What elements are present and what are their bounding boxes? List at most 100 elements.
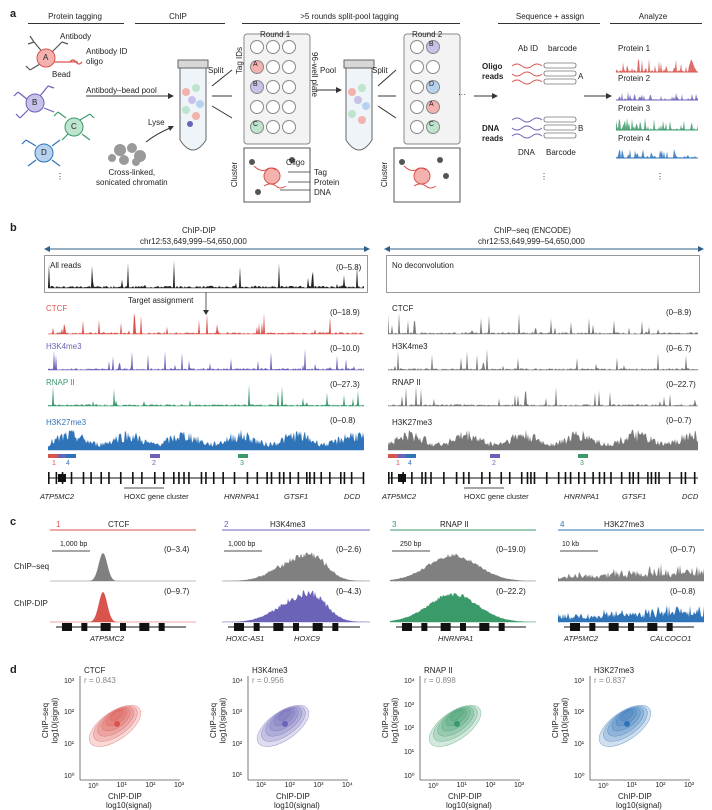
lyse-label: Lyse	[148, 118, 165, 127]
antibody-id-oligo-label: Antibody ID oligo	[86, 47, 128, 66]
d-ylabel2-2: log10(signal)	[390, 697, 400, 744]
gene-atp5mc2-left: ATP5MC2	[40, 492, 75, 501]
ellipsis-rounds: ···	[458, 90, 466, 99]
region-3-left: 3	[240, 460, 244, 467]
well-r2-d: D	[429, 81, 435, 88]
round1-label: Round 1	[260, 30, 291, 39]
right-ctcf-label: CTCF	[392, 304, 414, 313]
d-ylabel2-1: log10(signal)	[218, 697, 228, 744]
c2-num: 2	[224, 520, 229, 529]
well-r1-c: C	[253, 121, 259, 128]
all-reads-range: (0–5.8)	[336, 263, 362, 272]
d-xtick-0-0: 10⁰	[88, 783, 99, 790]
d-xtick-2-0: 10⁰	[428, 783, 439, 790]
gene-dcd-left: DCD	[344, 492, 361, 501]
left-rnapii-range: (0–27.3)	[330, 380, 360, 389]
protein-4-label: Protein 4	[618, 134, 651, 143]
split-label-1: Split	[208, 66, 224, 75]
d-ylabel1-1: ChIP–seq	[209, 702, 219, 739]
d-plot-title-1: H3K4me3	[252, 666, 288, 675]
left-title: ChIP-DIP	[182, 226, 216, 235]
d-xlabel1-0: ChIP-DIP	[108, 792, 142, 801]
gene-hoxc-right: HOXC gene cluster	[464, 492, 529, 501]
left-coords: chr12:53,649,999–54,650,000	[140, 237, 247, 246]
region-1-left: 1	[52, 460, 56, 467]
dots-sequence: ⋮	[540, 172, 548, 181]
well-r2-c: C	[429, 121, 435, 128]
d-xtick-1-1: 10²	[284, 782, 295, 789]
left-h3k27me3-label: H3K27me3	[46, 418, 87, 427]
d-plot-r-2: r = 0.898	[424, 676, 456, 685]
all-reads-label: All reads	[50, 261, 82, 270]
zoomed-tracks	[50, 529, 704, 631]
c4-title: H3K27me3	[604, 520, 645, 529]
d-ytick-0-3: 10³	[64, 678, 75, 685]
d-ytick-0-1: 10¹	[64, 740, 75, 748]
d-plot-title-2: RNAP II	[424, 666, 453, 675]
d-ytick-2-2: 10²	[404, 725, 415, 732]
dots-analyze: ⋮	[656, 172, 664, 181]
right-h3k4me3-range: (0–6.7)	[666, 344, 692, 353]
protein-3-label: Protein 3	[618, 104, 651, 113]
region-3-right: 3	[580, 460, 584, 467]
c2-title: H3K4me3	[270, 520, 306, 529]
c2-gene-1: HOXC9	[294, 634, 320, 643]
c2-seq-range: (0–2.6)	[336, 545, 362, 554]
bead-d-letter: D	[41, 148, 47, 157]
d-xtick-3-1: 10¹	[626, 782, 637, 789]
panel-b-letter: b	[10, 222, 17, 234]
d-ylabel1-3: ChIP–seq	[551, 702, 561, 739]
well-r1-b: B	[253, 81, 258, 88]
d-xtick-1-0: 10¹	[256, 782, 267, 789]
d-xtick-1-2: 10³	[313, 782, 324, 789]
dna-label-cluster: DNA	[314, 188, 331, 197]
d-xtick-3-2: 10²	[655, 782, 666, 789]
pool-label: Pool	[320, 66, 337, 75]
c2-gene-0: HOXC-AS1	[226, 634, 265, 643]
gene-hnrnpa1-right: HNRNPA1	[564, 492, 600, 501]
left-ctcf-label: CTCF	[46, 304, 68, 313]
dna-col-label: DNA	[518, 148, 535, 157]
c4-dip-range: (0–0.8)	[670, 587, 696, 596]
panel-c-letter: c	[10, 516, 17, 528]
region-1-right: 1	[396, 460, 400, 467]
c1-title: CTCF	[108, 520, 130, 529]
d-plot-title-3: H3K27me3	[594, 666, 635, 675]
read-a-label: A	[578, 72, 584, 81]
step-sequence: Sequence + assign	[515, 12, 585, 21]
d-plot-r-3: r = 0.837	[594, 676, 626, 685]
round2-label: Round 2	[412, 30, 443, 39]
right-rnapii-range: (0–22.7)	[666, 380, 696, 389]
panel-a-letter: a	[10, 8, 17, 20]
coord-arrows	[44, 246, 704, 252]
region-2-left: 2	[152, 460, 156, 467]
d-ytick-3-0: 10⁰	[574, 773, 585, 780]
c3-seq-range: (0–19.0)	[496, 545, 526, 554]
step-chip: ChIP	[169, 12, 187, 21]
c2-dip-range: (0–4.3)	[336, 587, 362, 596]
bead-label: Bead	[52, 70, 71, 79]
well-r2-a: A	[429, 101, 434, 108]
d-ytick-3-1: 10¹	[574, 740, 585, 748]
region-2-right: 2	[492, 460, 496, 467]
d-xtick-2-1: 10¹	[456, 782, 467, 789]
gene-gtsf1-right: GTSF1	[622, 492, 647, 501]
well-r1-a: A	[253, 61, 258, 68]
c4-gene-0: ATP5MC2	[564, 634, 599, 643]
c3-dip-range: (0–22.2)	[496, 587, 526, 596]
gene-hoxc-left: HOXC gene cluster	[124, 492, 189, 501]
d-ytick-1-2: 10³	[232, 709, 243, 717]
d-ylabel2-3: log10(signal)	[560, 697, 570, 744]
right-ctcf-range: (0–8.9)	[666, 308, 692, 317]
no-deconvolution-label: No deconvolution	[392, 261, 454, 270]
d-xlabel2-3: log10(signal)	[616, 801, 662, 810]
d-ylabel1-2: ChIP–seq	[381, 702, 391, 739]
barcode-label-top: barcode	[548, 44, 577, 53]
well-r2-b: B	[429, 41, 434, 48]
step-split-pool: >5 rounds split-pool tagging	[300, 12, 399, 21]
right-coords: chr12:53,649,999–54,650,000	[478, 237, 585, 246]
c3-scale: 250 bp	[400, 541, 422, 548]
d-ylabel2-0: log10(signal)	[50, 697, 60, 744]
d-xtick-2-2: 10²	[485, 782, 496, 789]
right-title: ChIP–seq (ENCODE)	[494, 226, 571, 235]
